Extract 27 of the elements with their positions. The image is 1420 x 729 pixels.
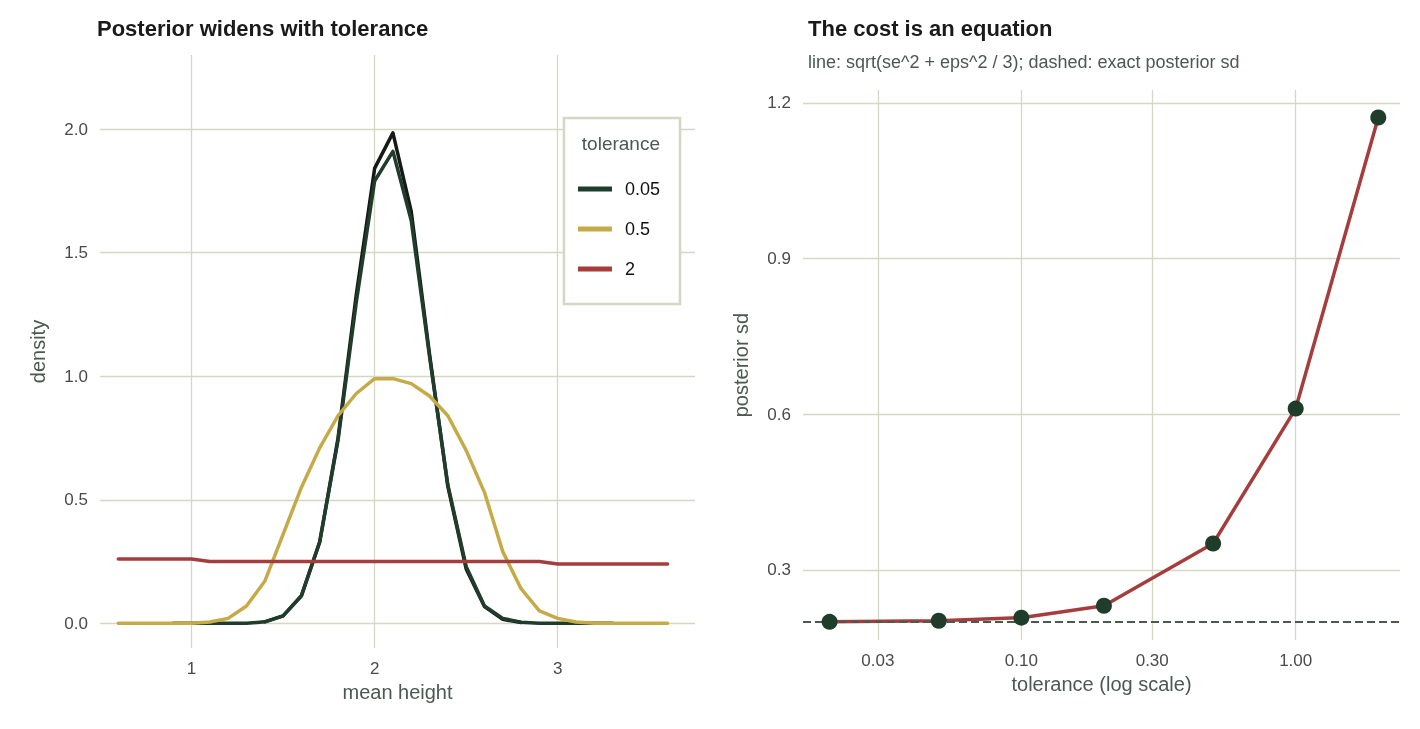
x-tick-label: 3 bbox=[552, 659, 563, 678]
y-tick-label: 1.0 bbox=[64, 366, 88, 386]
legend-label: 0.5 bbox=[624, 219, 650, 239]
x-tick-label: 0.10 bbox=[1004, 651, 1038, 670]
x-tick-label: 0.30 bbox=[1135, 651, 1169, 670]
y-tick-label: 1.5 bbox=[64, 243, 88, 263]
legend-title: tolerance bbox=[581, 133, 661, 154]
x-tick-label: 2 bbox=[369, 659, 380, 678]
legend-label: 2 bbox=[624, 259, 635, 279]
y-tick-label: 0.3 bbox=[767, 560, 791, 580]
y-tick-label: 0.9 bbox=[767, 249, 791, 269]
x-tick-label: 1.00 bbox=[1279, 651, 1313, 670]
x-tick-label: 1 bbox=[186, 659, 197, 678]
y-tick-label: 1.2 bbox=[767, 93, 791, 113]
chart-title: Posterior widens with tolerance bbox=[97, 15, 429, 41]
x-axis-title: tolerance (log scale) bbox=[1011, 672, 1192, 695]
y-tick-label: 0.5 bbox=[64, 490, 88, 510]
y-tick-label: 0.0 bbox=[64, 613, 88, 633]
y-tick-label: 0.6 bbox=[767, 404, 791, 424]
legend-label: 0.05 bbox=[624, 179, 661, 199]
x-tick-label: 0.03 bbox=[861, 651, 895, 670]
chart-title: The cost is an equation bbox=[808, 15, 1053, 41]
y-tick-label: 2.0 bbox=[64, 119, 88, 139]
y-axis-title: density bbox=[27, 319, 49, 384]
chart-subtitle: line: sqrt(se^2 + eps^2 / 3); dashed: exact posterior sd bbox=[808, 52, 1240, 72]
x-axis-title: mean height bbox=[342, 680, 453, 703]
y-axis-title: posterior sd bbox=[730, 312, 752, 418]
